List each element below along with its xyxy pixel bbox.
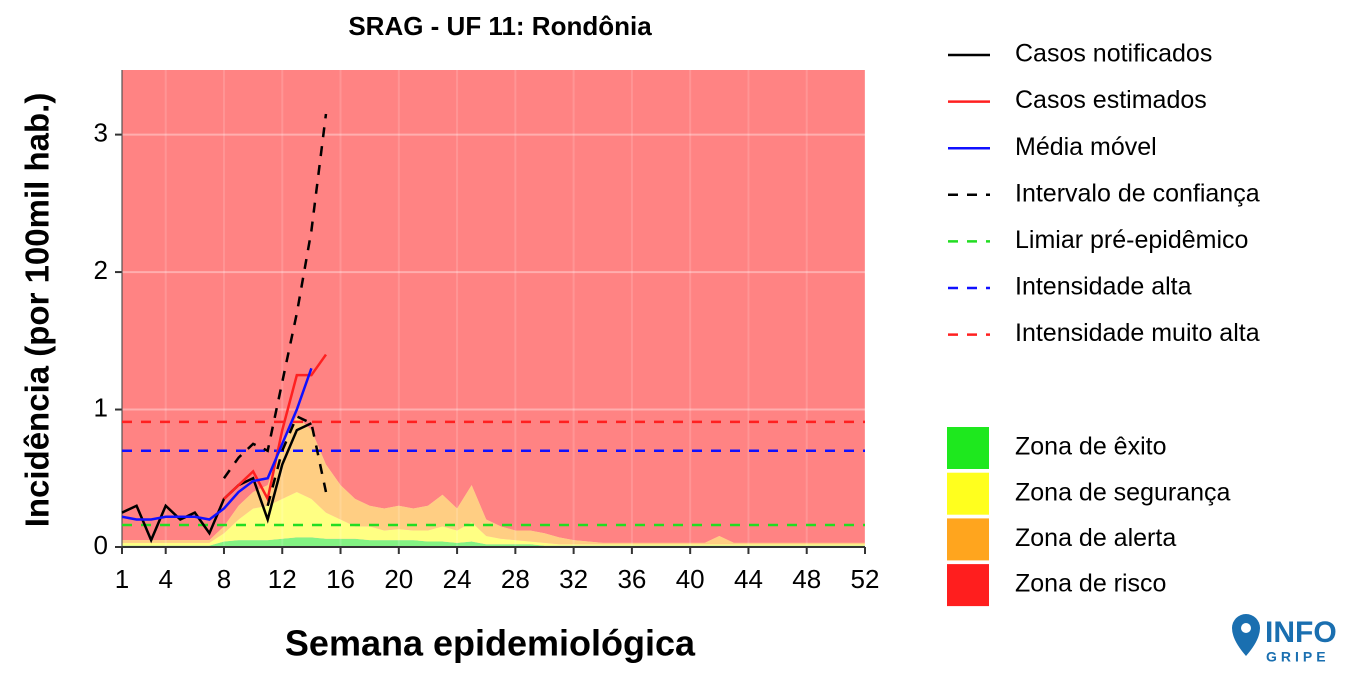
x-tick-label: 20	[384, 564, 413, 594]
legend-label: Zona de êxito	[1015, 433, 1167, 461]
x-tick-label: 24	[443, 564, 472, 594]
x-tick-label: 32	[559, 564, 588, 594]
confidence-line	[222, 113, 328, 479]
legend-label: Intensidade alta	[1015, 273, 1192, 301]
chart-title: SRAG - UF 11: Rondônia	[348, 11, 652, 41]
x-tick-label: 28	[501, 564, 530, 594]
legend-label: Casos estimados	[1015, 86, 1207, 114]
zone-area	[122, 492, 865, 546]
legend-label: Casos notificados	[1015, 40, 1212, 68]
legend-label: Zona de alerta	[1015, 524, 1176, 552]
x-axis-label: Semana epidemiológica	[285, 623, 696, 664]
logo: INFO GRIPE	[1232, 614, 1337, 665]
y-tick-label: 0	[94, 530, 108, 560]
legend-label: Zona de risco	[1015, 570, 1166, 598]
risk-zone	[122, 70, 865, 547]
legend-label: Limiar pré-epidêmico	[1015, 226, 1248, 254]
legend-label: Intensidade muito alta	[1015, 319, 1260, 347]
logo-pin-hole	[1241, 623, 1251, 633]
x-tick-label: 52	[851, 564, 880, 594]
x-tick-label: 4	[158, 564, 172, 594]
y-tick-label: 3	[94, 117, 108, 147]
x-tick-label: 8	[217, 564, 231, 594]
x-tick-label: 48	[792, 564, 821, 594]
confidence-line	[266, 414, 328, 507]
legend-swatch	[947, 427, 989, 469]
x-tick-label: 40	[676, 564, 705, 594]
legend-swatch	[947, 518, 989, 561]
series-line	[121, 367, 313, 521]
x-tick-label: 12	[268, 564, 297, 594]
y-axis-label: Incidência (por 100mil hab.)	[19, 93, 56, 528]
y-tick-label: 1	[94, 392, 108, 422]
legend-label: Intervalo de confiança	[1015, 179, 1260, 207]
legend-label: Zona de segurança	[1015, 478, 1231, 506]
y-tick-label: 2	[94, 255, 108, 285]
legend-swatch	[947, 564, 989, 607]
x-tick-label: 36	[617, 564, 646, 594]
legend-label: Média móvel	[1015, 133, 1157, 161]
x-tick-label: 44	[734, 564, 763, 594]
logo-text: INFO	[1265, 616, 1337, 649]
x-tick-label: 16	[326, 564, 355, 594]
logo-subtext: GRIPE	[1266, 649, 1330, 665]
logo-pin	[1232, 614, 1260, 656]
zone-area	[122, 537, 865, 547]
legend-swatch	[947, 472, 989, 515]
zone-area	[122, 416, 865, 545]
series-line	[121, 422, 312, 544]
x-tick-label: 1	[115, 564, 129, 594]
